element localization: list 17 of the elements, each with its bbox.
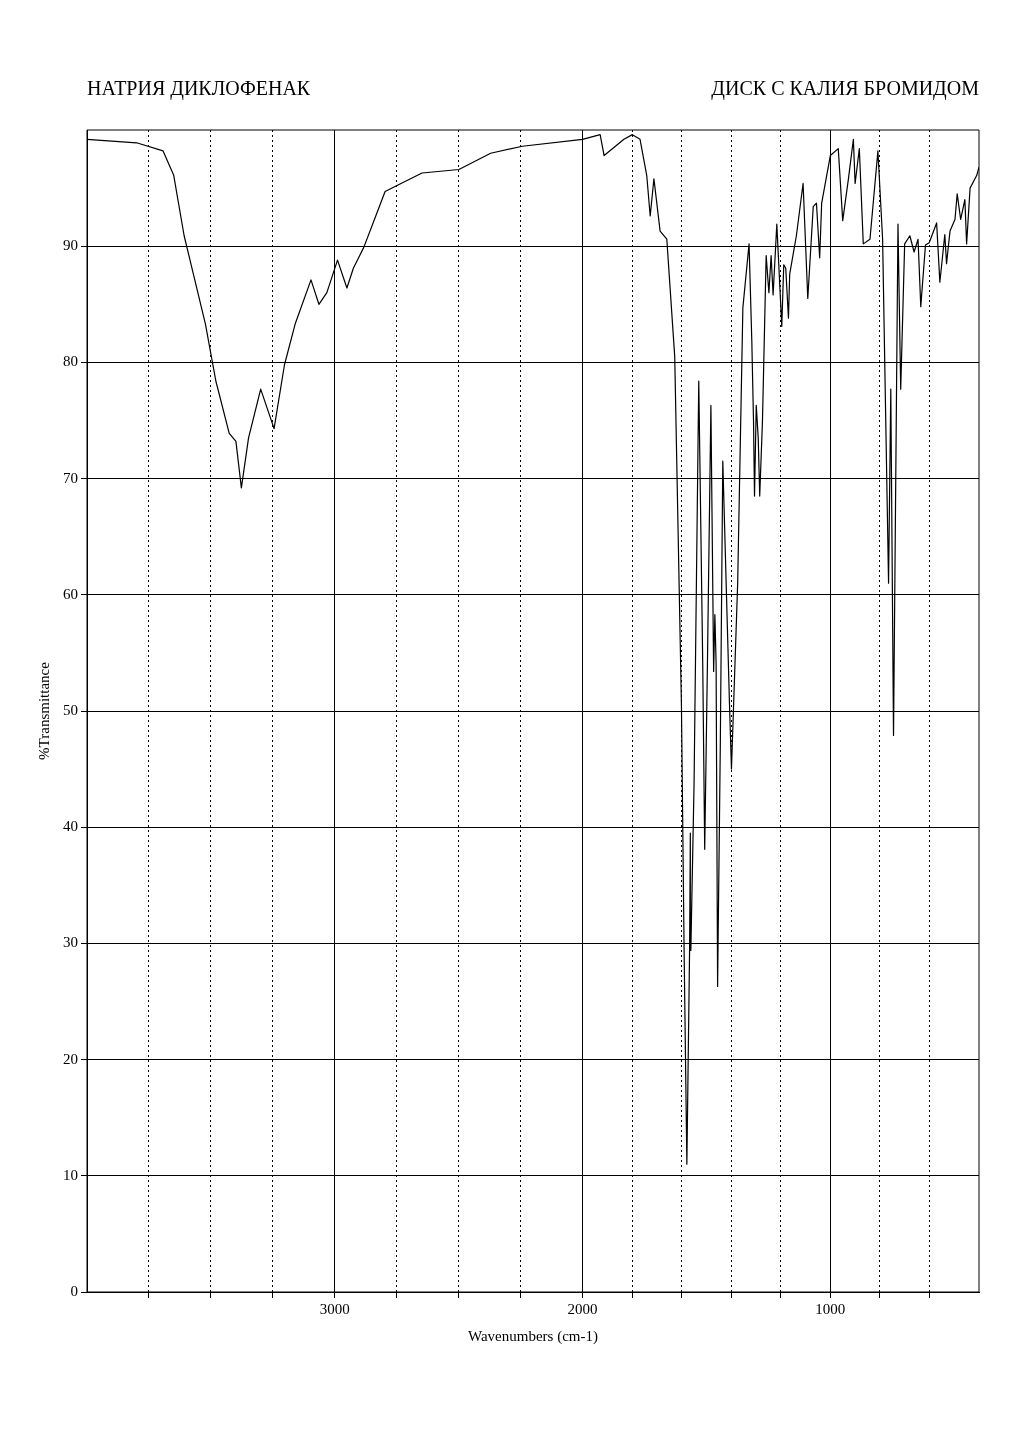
y-tick-label: 50 (63, 701, 78, 718)
y-tick-label: 70 (63, 469, 78, 486)
y-tick-label: 20 (63, 1050, 78, 1067)
y-tick-label: 90 (63, 237, 78, 254)
x-axis-title: Wavenumbers (cm-1) (468, 1327, 598, 1345)
y-tick-label: 10 (63, 1166, 78, 1183)
x-tick-label: 1000 (815, 1300, 846, 1317)
y-tick-label: 60 (63, 585, 78, 602)
y-tick-label: 80 (63, 353, 78, 370)
y-axis-title: %Transmittance (35, 661, 52, 760)
y-tick-label: 0 (70, 1282, 78, 1299)
x-tick-label: 3000 (319, 1300, 350, 1317)
y-tick-label: 40 (63, 818, 78, 835)
chart-subtitle: ДИСК С КАЛИЯ БРОМИДОМ (711, 77, 980, 101)
chart-title: НАТРИЯ ДИКЛОФЕНАК (87, 77, 311, 101)
x-tick-label: 2000 (567, 1300, 598, 1317)
y-tick-label: 30 (63, 934, 78, 951)
